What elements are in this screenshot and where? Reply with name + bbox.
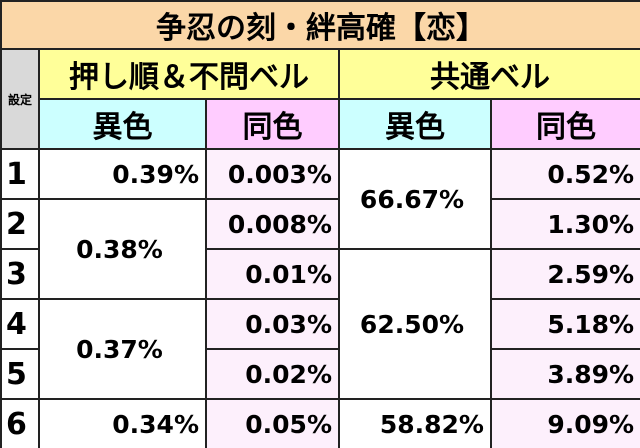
sub-header: 異色 — [338, 98, 492, 150]
cell: 5.18% — [489, 298, 640, 350]
setting: 4 — [0, 298, 40, 350]
cell: 2.59% — [489, 248, 640, 300]
cell: 0.37% — [38, 298, 207, 400]
group-header: 押し順＆不問ベル — [38, 48, 340, 100]
sub-row: 異色 同色 異色 同色 — [1, 98, 640, 150]
setting: 5 — [0, 348, 40, 400]
cell: 0.52% — [489, 148, 640, 200]
cell: 66.67% — [338, 148, 492, 250]
cell: 1.30% — [489, 198, 640, 250]
group-header: 共通ベル — [337, 48, 640, 100]
group-row: 設定 押し順＆不問ベル 共通ベル — [0, 48, 640, 150]
data-row: 3 0.01% 62.50% 2.59% — [0, 248, 640, 400]
data-row: 6 0.34% 0.05% 58.82% 9.09% — [0, 398, 640, 448]
cell: 0.34% — [38, 398, 207, 448]
cell: 0.02% — [205, 348, 340, 400]
data-row: 1 0.39% 0.003% 66.67% 0.52% — [0, 148, 640, 250]
data-row: 4 0.37% 0.03% 5.18% — [0, 298, 640, 400]
cell: 0.01% — [205, 248, 340, 300]
setting: 6 — [0, 398, 40, 448]
title-row: 争忍の刻・絆高確【恋】 — [0, 0, 640, 50]
cell: 9.09% — [489, 398, 640, 448]
cell: 0.05% — [205, 398, 340, 448]
cell: 58.82% — [338, 398, 492, 448]
sub-header: 同色 — [205, 98, 340, 150]
data-row: 2 0.38% 0.008% 1.30% — [0, 198, 640, 300]
setting-header: 設定 — [0, 48, 40, 150]
cell: 0.39% — [38, 148, 207, 200]
cell: 3.89% — [489, 348, 640, 400]
sub-header: 同色 — [489, 98, 640, 150]
cell: 0.003% — [205, 148, 340, 200]
cell: 0.03% — [205, 298, 340, 350]
setting: 3 — [0, 248, 40, 300]
cell: 62.50% — [338, 248, 492, 400]
data-row: 5 0.02% 3.89% — [0, 348, 640, 400]
sub-header: 異色 — [38, 98, 207, 150]
cell: 0.008% — [205, 198, 340, 250]
setting: 1 — [0, 148, 40, 200]
setting: 2 — [0, 198, 40, 250]
cell: 0.38% — [38, 198, 207, 300]
title: 争忍の刻・絆高確【恋】 — [0, 0, 640, 50]
